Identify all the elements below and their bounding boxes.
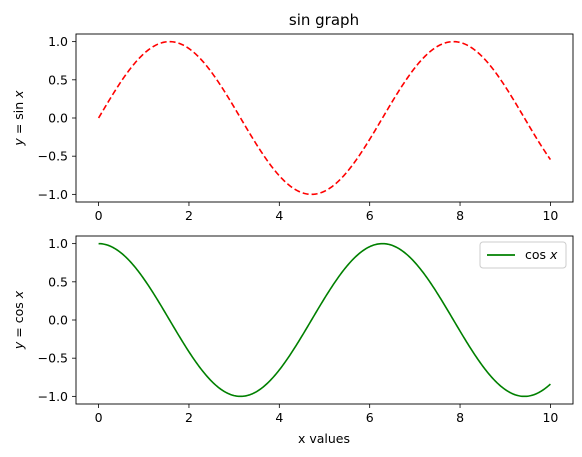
sin-y-tick-label: −1.0 bbox=[38, 187, 68, 202]
legend-box bbox=[479, 241, 567, 269]
cos-y-tick-label: 0.5 bbox=[48, 274, 68, 289]
cos-x-tick-label: 0 bbox=[95, 410, 103, 425]
sin-y-tick-label: 0.0 bbox=[48, 111, 68, 126]
sin-x-tick-label: 8 bbox=[456, 208, 464, 223]
sin-y-axis-label: y = sin x bbox=[11, 90, 26, 147]
sin-x-tick-label: 10 bbox=[542, 208, 558, 223]
sin-plot-area: 0 2 4 6 8 10 1.0 0.5 0.0 −0.5 −1.0 bbox=[38, 34, 559, 223]
sin-subplot: sin graph y = sin x 0 2 4 6 8 10 1.0 0.5 0.0 −0.5… bbox=[11, 11, 574, 223]
cos-y-axis-label: y = cos x bbox=[11, 290, 26, 350]
sin-y-tick-label: 0.5 bbox=[48, 72, 68, 87]
sin-x-tick-label: 2 bbox=[185, 208, 193, 223]
cos-axes-frame bbox=[75, 235, 574, 405]
sin-y-tick-label: −0.5 bbox=[38, 149, 68, 164]
sin-x-tick-label: 0 bbox=[95, 208, 103, 223]
legend-label-cos: cos x bbox=[525, 247, 558, 262]
cos-y-tick-label: 1.0 bbox=[48, 236, 68, 251]
cos-plot-area: 0 2 4 6 8 10 1.0 0.5 0.0 −0.5 −1.0 bbox=[38, 236, 559, 425]
cos-x-tick-label: 4 bbox=[275, 410, 283, 425]
cos-y-tick-label: −0.5 bbox=[38, 351, 68, 366]
svg-text:y = sin x: y = sin x bbox=[11, 90, 26, 147]
cos-x-tick-label: 8 bbox=[456, 410, 464, 425]
cos-x-tick-label: 2 bbox=[185, 410, 193, 425]
sin-axes-frame bbox=[75, 33, 574, 203]
cos-y-tick-label: −1.0 bbox=[38, 389, 68, 404]
cos-x-tick-label: 6 bbox=[366, 410, 374, 425]
sin-series-line bbox=[97, 40, 552, 196]
cos-subplot: y = cos x 0 2 4 6 8 10 1.0 0.5 0.0 −0.5 −1.0 x val… bbox=[11, 235, 574, 446]
cos-legend: cos x bbox=[479, 241, 567, 269]
sin-y-tick-label: 1.0 bbox=[48, 34, 68, 49]
sin-x-tick-label: 4 bbox=[275, 208, 283, 223]
cos-x-axis-label: x values bbox=[298, 431, 350, 446]
sin-chart-title: sin graph bbox=[289, 11, 359, 29]
sin-x-tick-label: 6 bbox=[366, 208, 374, 223]
cos-series-line bbox=[98, 242, 551, 398]
cos-y-tick-label: 0.0 bbox=[48, 313, 68, 328]
svg-text:y = cos x: y = cos x bbox=[11, 290, 26, 350]
cos-x-tick-label: 10 bbox=[542, 410, 558, 425]
